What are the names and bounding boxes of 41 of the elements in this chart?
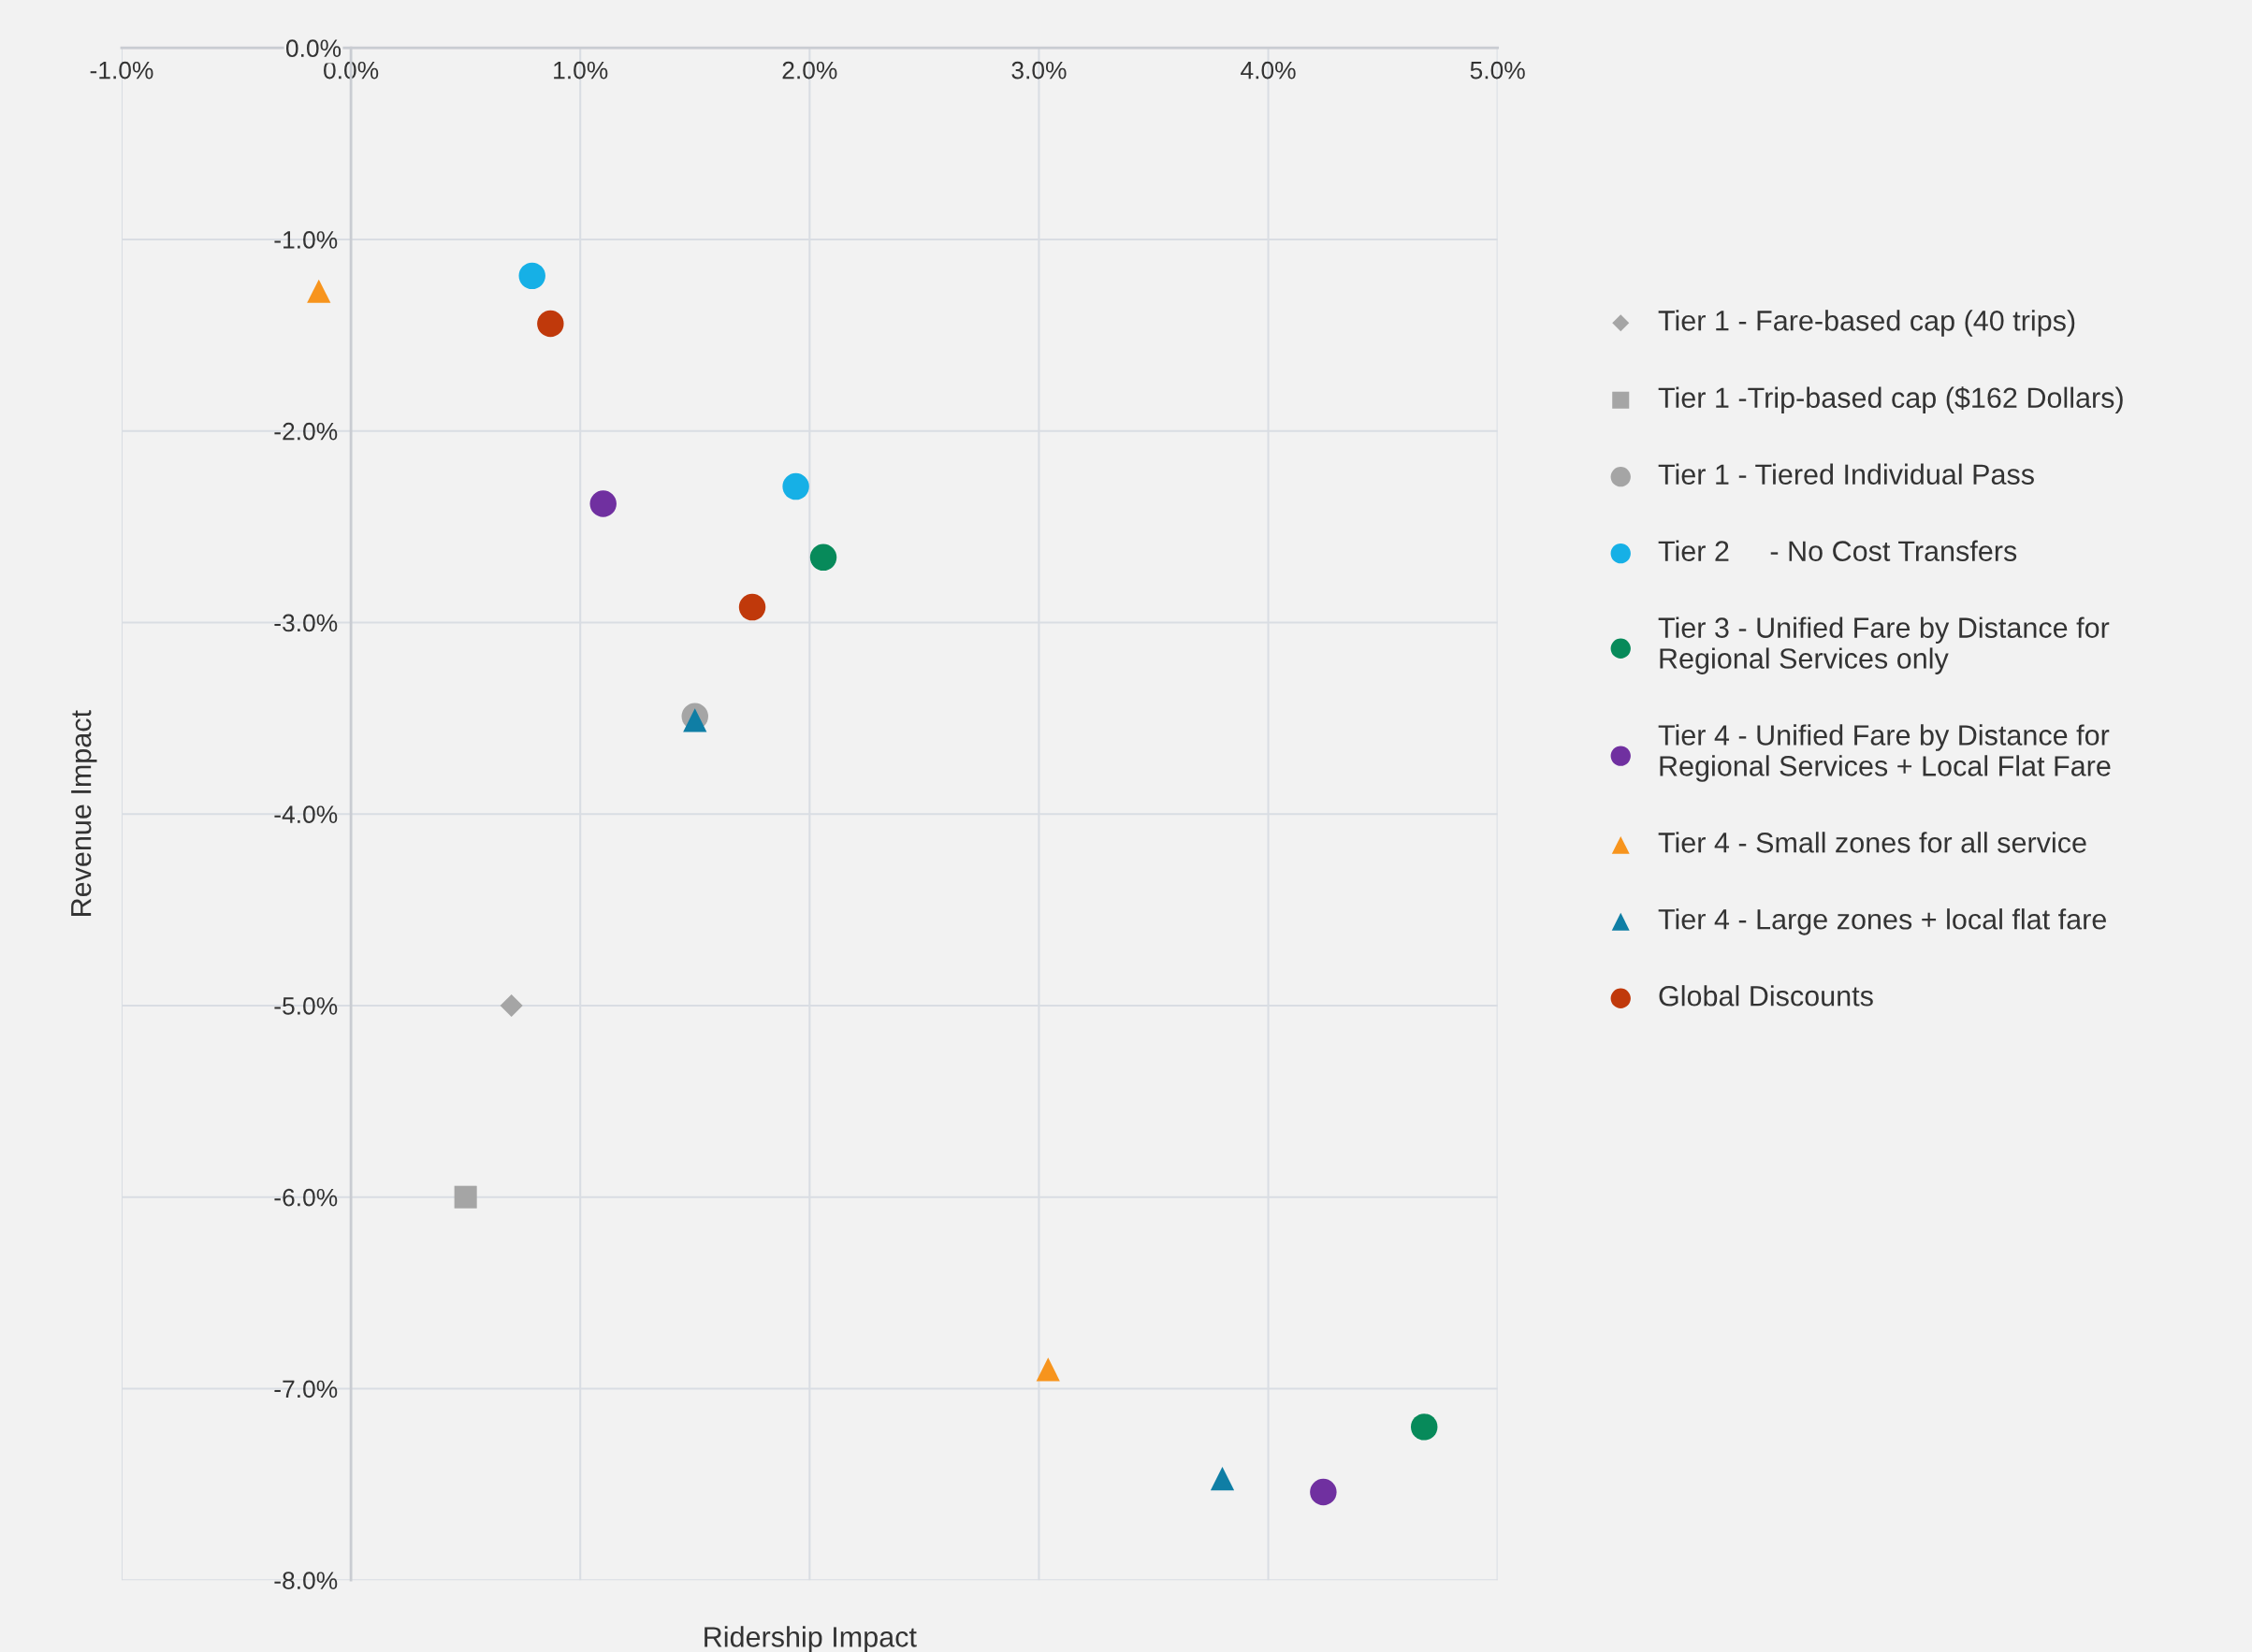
legend-label: Tier 4 - Large zones + local flat fare (1658, 908, 2106, 935)
x-tick-label: 3.0% (1011, 61, 1067, 80)
point (518, 262, 545, 290)
point (1410, 1413, 1438, 1441)
x-tick-label: 0.0% (324, 61, 379, 80)
y-tick-label: -4.0% (274, 805, 338, 824)
legend-label: Global Discounts (1659, 985, 1873, 1007)
x-tick-label: 2.0% (782, 61, 837, 80)
point (782, 472, 809, 500)
point (809, 543, 837, 572)
y-tick-label: -8.0% (274, 1572, 338, 1589)
point (500, 993, 523, 1017)
y-tick-label: -6.0% (274, 1188, 338, 1207)
legend-label: Tier 1 - Tiered Individual Pass (1658, 463, 2034, 485)
x-tick-label: 1.0% (554, 61, 608, 80)
point (454, 1185, 477, 1209)
legend-label: Tier 2 - No Cost Transfers (1658, 540, 2017, 561)
x-tick-label: -1.0% (90, 61, 153, 80)
legend-label: Tier 1 -Trip-based cap ($162 Dollars) (1658, 386, 2123, 414)
legend-label: Tier 4 - Unified Fare by Distance for Regional Services + Local Flat Fare (1658, 724, 2111, 782)
point (738, 593, 766, 621)
y-axis-title: Revenue Impact (71, 710, 97, 916)
x-tick-label: 5.0% (1470, 61, 1525, 80)
x-axis-title: Ridership Impact (705, 1626, 917, 1652)
point (589, 490, 617, 517)
point (307, 279, 331, 303)
legend-label: Tier 1 - Fare-based cap (40 trips) (1658, 310, 2075, 337)
y-tick-label: -7.0% (274, 1380, 338, 1398)
y-tick-label: -2.0% (274, 422, 338, 441)
point (537, 310, 564, 338)
point (683, 708, 707, 732)
y-tick-label: -5.0% (274, 997, 338, 1015)
y-tick-label: 0.0% (285, 39, 341, 58)
point (1210, 1467, 1235, 1491)
y-tick-label: -1.0% (274, 231, 338, 249)
point (1036, 1357, 1060, 1382)
legend-label: Tier 3 - Unified Fare by Distance for Regional Services only (1658, 616, 2110, 674)
legend-label: Tier 4 - Small zones for all service (1658, 832, 2086, 853)
x-tick-label: 4.0% (1241, 61, 1296, 80)
point (1310, 1478, 1337, 1506)
y-tick-label: -3.0% (274, 614, 338, 632)
